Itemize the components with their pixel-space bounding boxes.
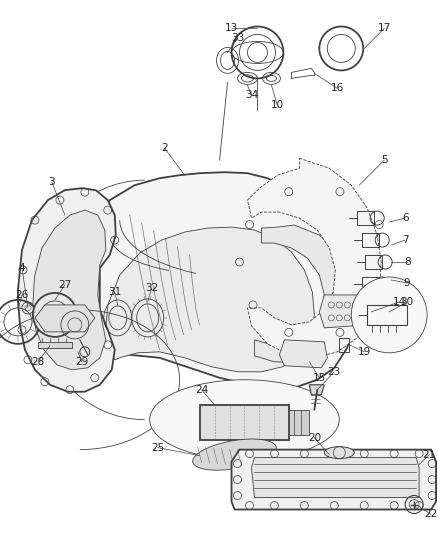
Polygon shape: [65, 172, 356, 387]
Circle shape: [33, 293, 77, 337]
Text: 30: 30: [401, 297, 414, 307]
Ellipse shape: [150, 380, 339, 459]
Text: 2: 2: [161, 143, 168, 154]
Text: 5: 5: [381, 155, 388, 165]
Polygon shape: [254, 225, 354, 363]
Polygon shape: [35, 305, 95, 332]
Text: 3: 3: [49, 177, 55, 187]
Circle shape: [351, 277, 427, 353]
Text: 34: 34: [245, 91, 258, 100]
Ellipse shape: [193, 439, 276, 470]
Text: 29: 29: [75, 357, 88, 367]
Polygon shape: [319, 295, 371, 328]
Polygon shape: [105, 227, 314, 372]
Polygon shape: [290, 410, 309, 434]
Text: 22: 22: [424, 510, 438, 520]
Text: 23: 23: [328, 367, 341, 377]
Text: 10: 10: [271, 100, 284, 110]
Text: 21: 21: [423, 450, 436, 459]
Text: 16: 16: [331, 83, 344, 93]
Polygon shape: [38, 342, 72, 348]
Text: 8: 8: [404, 257, 410, 267]
Polygon shape: [279, 340, 327, 368]
Text: 31: 31: [108, 287, 121, 297]
Text: 7: 7: [402, 235, 409, 245]
Text: 6: 6: [402, 213, 409, 223]
Text: 19: 19: [357, 347, 371, 357]
Polygon shape: [18, 188, 116, 392]
Text: 25: 25: [151, 442, 164, 453]
Polygon shape: [232, 450, 436, 510]
Text: 15: 15: [313, 373, 326, 383]
Polygon shape: [309, 385, 324, 395]
Text: 32: 32: [145, 283, 158, 293]
Text: 14: 14: [392, 297, 406, 307]
Text: 20: 20: [308, 433, 321, 442]
Text: 28: 28: [31, 357, 45, 367]
Text: 33: 33: [231, 34, 244, 44]
Polygon shape: [33, 210, 106, 370]
Text: 17: 17: [378, 23, 391, 34]
Text: 27: 27: [58, 280, 71, 290]
Polygon shape: [200, 405, 290, 440]
Text: 9: 9: [404, 278, 410, 288]
Text: 24: 24: [195, 385, 208, 395]
Polygon shape: [247, 158, 381, 358]
Text: 4: 4: [19, 263, 25, 273]
Ellipse shape: [324, 447, 354, 458]
Text: 13: 13: [225, 23, 238, 34]
Text: 26: 26: [15, 290, 28, 300]
Polygon shape: [251, 458, 419, 497]
